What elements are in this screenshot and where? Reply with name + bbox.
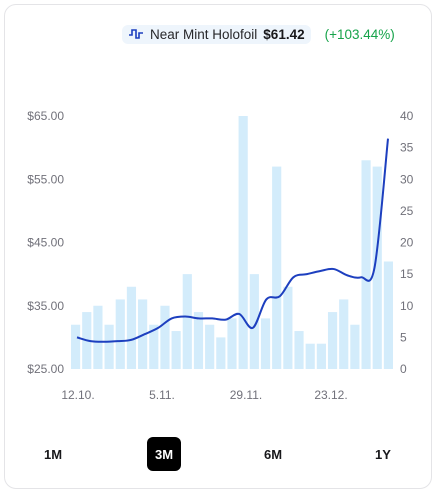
right-axis-tick-label: 10	[400, 299, 414, 313]
volume-bar	[316, 343, 326, 369]
left-axis-tick-label: $55.00	[27, 172, 64, 186]
line-series-icon	[129, 29, 143, 39]
range-1y-button[interactable]: 1Y	[375, 446, 391, 462]
right-axis-tick-label: 15	[400, 267, 414, 281]
left-axis-tick-label: $45.00	[27, 236, 64, 250]
volume-bar	[205, 324, 215, 369]
volume-bar	[238, 116, 248, 369]
volume-bar	[339, 299, 349, 369]
volume-bar	[283, 286, 293, 369]
volume-bar	[350, 324, 360, 369]
volume-bar	[171, 331, 181, 369]
volume-bars	[71, 116, 393, 370]
range-3m-button[interactable]: 3M	[147, 437, 181, 471]
volume-bar	[294, 331, 304, 369]
volume-bar	[115, 299, 125, 369]
legend-series-name: Near Mint Holofoil	[150, 26, 258, 42]
right-axis-tick-label: 0	[400, 362, 407, 376]
volume-bar	[249, 274, 259, 370]
volume-bar	[149, 324, 159, 369]
volume-bar	[193, 312, 204, 369]
right-axis-tick-label: 25	[400, 204, 414, 218]
x-axis-tick-label: 5.11.	[149, 388, 175, 402]
volume-bar	[216, 337, 226, 370]
time-range-selector: 1M 3M 6M 1Y	[0, 437, 439, 473]
right-axis-tick-label: 5	[400, 330, 407, 344]
volume-bar	[104, 324, 114, 369]
right-axis-tick-label: 35	[400, 141, 414, 155]
range-6m-button[interactable]: 6M	[263, 446, 283, 462]
x-axis-ticks: 12.10. 5.11. 29.11. 23.12.	[61, 388, 347, 402]
chart-legend: Near Mint Holofoil $61.42 (+103.44%)	[122, 22, 395, 46]
volume-bar	[372, 166, 382, 369]
price-history-card	[4, 4, 432, 489]
volume-bar	[160, 305, 170, 369]
x-axis-tick-label: 12.10.	[61, 388, 94, 402]
volume-bar	[71, 324, 81, 369]
volume-bar	[260, 318, 271, 369]
volume-bar	[182, 274, 192, 370]
price-series-line	[76, 138, 389, 343]
right-axis-tick-label: 30	[400, 172, 414, 186]
volume-bar	[383, 261, 393, 369]
left-axis-tick-label: $35.00	[27, 299, 64, 313]
volume-bar	[93, 305, 103, 369]
volume-bar	[227, 318, 237, 369]
legend-series: Near Mint Holofoil $61.42	[122, 24, 311, 44]
x-axis-tick-label: 23.12.	[314, 388, 347, 402]
x-axis-tick-label: 29.11.	[230, 388, 262, 402]
legend-price: $61.42	[263, 26, 305, 42]
volume-bar	[305, 343, 315, 369]
volume-bar	[361, 160, 371, 369]
left-axis-ticks: $65.00 $55.00 $45.00 $35.00 $25.00	[27, 109, 64, 376]
right-axis-ticks: 40 35 30 25 20 15 10 5 0	[400, 109, 414, 376]
volume-bar	[272, 166, 282, 369]
right-axis-tick-label: 20	[400, 236, 414, 250]
range-1m-button[interactable]: 1M	[43, 446, 63, 462]
legend-change: (+103.44%)	[324, 26, 395, 42]
volume-bar	[327, 312, 338, 369]
volume-bar	[126, 286, 137, 369]
price-line	[76, 138, 389, 343]
right-axis-tick-label: 40	[400, 109, 414, 123]
left-axis-tick-label: $65.00	[27, 109, 64, 123]
left-axis-tick-label: $25.00	[27, 362, 64, 376]
